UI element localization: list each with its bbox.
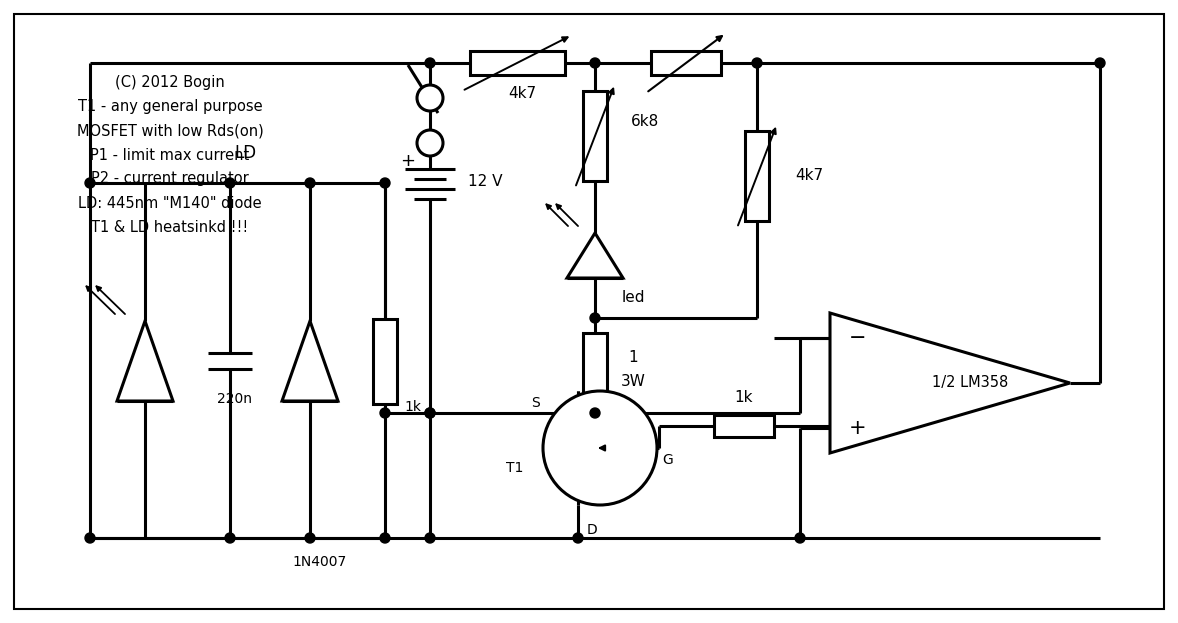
Text: LD: LD (234, 144, 256, 162)
Circle shape (225, 533, 234, 543)
Bar (583, 333, 607, 413)
Text: (C) 2012 Bogin: (C) 2012 Bogin (115, 75, 225, 90)
Circle shape (590, 313, 600, 323)
Circle shape (380, 178, 390, 188)
Text: 6k8: 6k8 (631, 113, 660, 128)
Text: 3W: 3W (621, 374, 646, 389)
Text: MOSFET with low Rds(on): MOSFET with low Rds(on) (77, 123, 264, 138)
Circle shape (425, 408, 435, 418)
Circle shape (85, 178, 95, 188)
Text: −: − (849, 328, 867, 348)
Bar (744, 131, 769, 221)
Text: +: + (849, 418, 867, 438)
Circle shape (305, 533, 315, 543)
Circle shape (225, 178, 234, 188)
Bar (373, 318, 397, 404)
Text: 220n: 220n (218, 392, 252, 406)
Circle shape (543, 391, 657, 505)
Text: 1/2 LM358: 1/2 LM358 (932, 376, 1008, 391)
Bar (714, 415, 774, 437)
Circle shape (590, 58, 600, 68)
Text: 4k7: 4k7 (795, 168, 823, 184)
Bar (470, 51, 564, 75)
Circle shape (752, 58, 762, 68)
Circle shape (590, 408, 600, 418)
Polygon shape (282, 321, 338, 401)
Polygon shape (117, 321, 173, 401)
Text: led: led (621, 290, 644, 305)
Text: LD: 445nm "M140" diode: LD: 445nm "M140" diode (78, 196, 262, 211)
Text: 1k: 1k (404, 400, 422, 414)
Text: D: D (587, 523, 597, 537)
Polygon shape (567, 233, 623, 278)
Text: T1 & LD heatsinkd !!!: T1 & LD heatsinkd !!! (92, 219, 249, 234)
Circle shape (425, 408, 435, 418)
Text: P2 - current regulator: P2 - current regulator (91, 171, 249, 186)
Text: 1: 1 (628, 351, 637, 366)
Circle shape (425, 533, 435, 543)
Text: T1: T1 (507, 461, 524, 475)
Text: G: G (662, 453, 674, 467)
Text: S: S (530, 396, 540, 410)
Text: P1 - limit max current: P1 - limit max current (91, 148, 250, 163)
Circle shape (573, 533, 583, 543)
Circle shape (380, 408, 390, 418)
Circle shape (795, 533, 805, 543)
Circle shape (305, 178, 315, 188)
Circle shape (1096, 58, 1105, 68)
Text: T1 - any general purpose: T1 - any general purpose (78, 100, 263, 115)
Bar (651, 51, 721, 75)
Polygon shape (830, 313, 1070, 453)
Text: +: + (401, 152, 416, 170)
Bar (583, 91, 607, 181)
Text: 1N4007: 1N4007 (293, 555, 348, 569)
Circle shape (417, 85, 443, 111)
Text: 1k: 1k (735, 391, 753, 406)
Circle shape (85, 533, 95, 543)
Circle shape (425, 58, 435, 68)
Circle shape (380, 533, 390, 543)
Text: 4k7: 4k7 (508, 85, 536, 100)
Text: 12 V: 12 V (468, 173, 502, 189)
Circle shape (417, 130, 443, 156)
